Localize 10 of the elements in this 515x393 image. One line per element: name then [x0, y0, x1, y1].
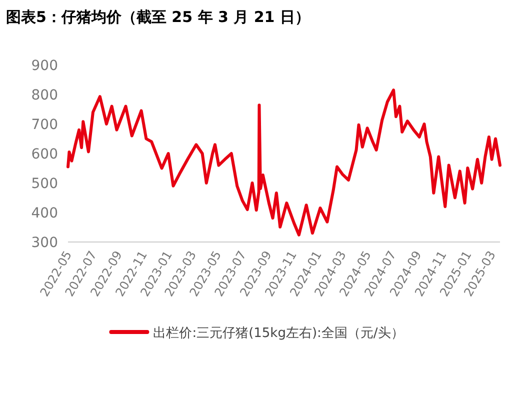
y-tick-label: 300 — [31, 235, 58, 251]
y-tick-label: 400 — [31, 206, 58, 222]
line-series — [66, 88, 502, 236]
legend-label: 出栏价:三元仔猪(15kg左右):全国（元/头） — [153, 326, 404, 341]
chart-title: 图表5：仔猪均价（截至 25 年 3 月 21 日） — [6, 8, 310, 26]
y-tick-label: 800 — [31, 88, 58, 104]
y-tick-label: 600 — [31, 146, 58, 162]
y-tick-label: 500 — [31, 176, 58, 192]
y-tick-label: 700 — [31, 117, 58, 133]
y-tick-label: 900 — [31, 58, 58, 74]
